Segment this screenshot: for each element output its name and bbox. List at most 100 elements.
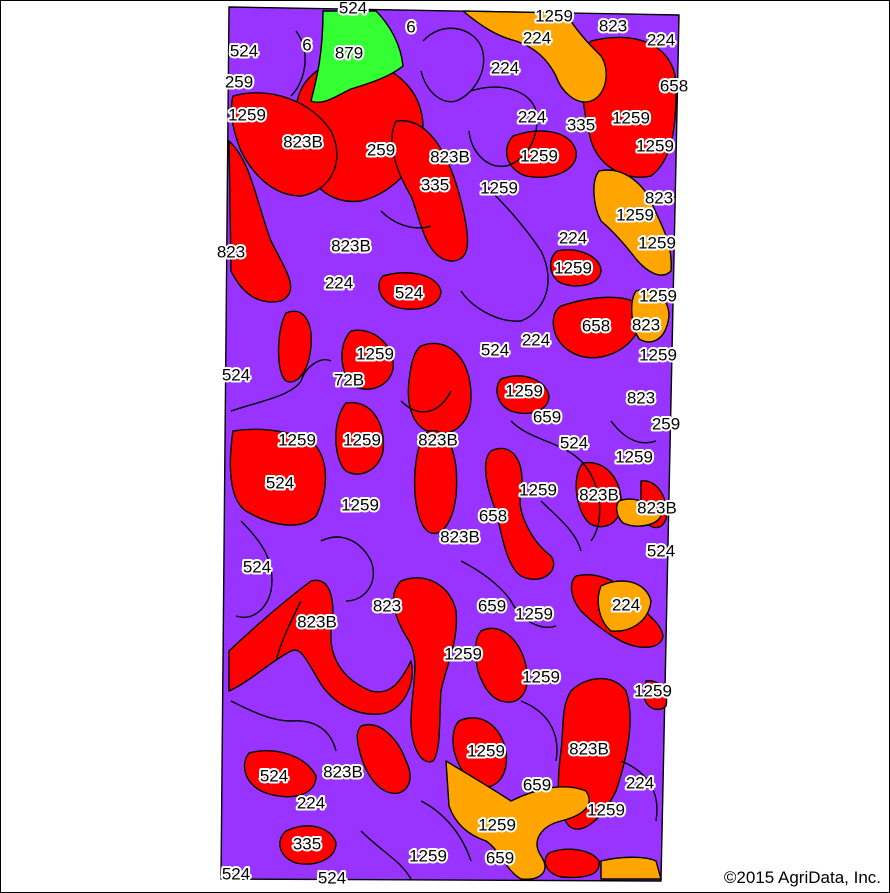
map-unit-label: 1259 xyxy=(587,800,625,819)
map-unit-polygon-green xyxy=(310,10,404,103)
map-unit-label: 524 xyxy=(318,868,346,887)
map-unit-polygon xyxy=(229,428,327,526)
map-unit-label: 1259 xyxy=(639,345,677,364)
map-unit-label: 1259 xyxy=(636,136,674,155)
map-unit-label: 224 xyxy=(297,793,325,812)
map-unit-label: 879 xyxy=(335,43,363,62)
map-unit-polygon xyxy=(279,825,337,865)
map-unit-polygon xyxy=(335,401,385,475)
map-unit-label: 1259 xyxy=(615,447,653,466)
map-unit-label: 1259 xyxy=(444,644,482,663)
map-unit-polygon xyxy=(550,249,602,287)
map-unit-label: 524 xyxy=(243,557,271,576)
map-unit-polygon xyxy=(378,272,442,310)
map-unit-label: 1259 xyxy=(228,105,266,124)
map-unit-label: 224 xyxy=(626,773,654,792)
unit-boundaries xyxy=(230,27,658,880)
map-unit-polygon xyxy=(600,856,662,880)
map-unit-polygon xyxy=(391,120,469,262)
map-unit-label: 1259 xyxy=(616,205,654,224)
map-unit-label: 335 xyxy=(567,115,595,134)
map-unit-label: 1259 xyxy=(505,381,543,400)
map-unit-label: 224 xyxy=(647,30,675,49)
map-unit-label: 1259 xyxy=(278,430,316,449)
map-unit-polygon xyxy=(615,498,662,527)
map-unit-label: 524 xyxy=(395,283,423,302)
map-unit-label: 6 xyxy=(406,17,415,36)
map-unit-label: 659 xyxy=(533,407,561,426)
map-unit-label: 259 xyxy=(367,140,395,159)
map-unit-label: 1259 xyxy=(478,815,516,834)
map-unit-label: 1259 xyxy=(612,108,650,127)
map-unit-polygon xyxy=(228,140,292,303)
map-unit-label: 823B xyxy=(569,739,609,758)
map-unit-polygon xyxy=(597,580,652,632)
red-map-units xyxy=(228,36,677,879)
map-unit-label: 224 xyxy=(523,28,551,47)
map-unit-label: 335 xyxy=(293,834,321,853)
map-unit-polygon xyxy=(277,310,312,383)
map-unit-label: 1259 xyxy=(409,846,447,865)
map-unit-label: 524 xyxy=(230,41,258,60)
map-unit-label: 1259 xyxy=(520,146,558,165)
map-unit-label: 1259 xyxy=(519,480,557,499)
map-unit-polygon xyxy=(392,577,458,763)
map-unit-label: 823B xyxy=(440,527,480,546)
map-unit-polygon xyxy=(593,169,672,276)
map-unit-polygon xyxy=(505,130,577,178)
map-unit-label: 659 xyxy=(478,596,506,615)
map-unit-label: 1259 xyxy=(554,258,592,277)
map-unit-polygon xyxy=(544,848,600,879)
map-unit-label: 1259 xyxy=(343,430,381,449)
copyright-notice: ©2015 AgriData, Inc. xyxy=(721,868,883,888)
map-unit-label: 823B xyxy=(297,612,337,631)
map-unit-label: 1259 xyxy=(467,741,505,760)
map-unit-label: 259 xyxy=(225,72,253,91)
map-unit-polygon xyxy=(484,447,555,580)
map-unit-label: 1259 xyxy=(515,604,553,623)
map-unit-polygon xyxy=(496,375,550,414)
map-unit-polygon xyxy=(228,579,413,715)
map-unit-label: 72B xyxy=(334,370,364,389)
orange-map-units xyxy=(445,10,672,880)
map-unit-polygon xyxy=(341,329,394,390)
map-unit-label: 6 xyxy=(302,35,311,54)
map-unit-polygon xyxy=(643,680,668,711)
map-unit-label: 823B xyxy=(331,236,371,255)
map-unit-label: 659 xyxy=(523,775,551,794)
map-unit-label: 524 xyxy=(222,365,250,384)
map-unit-label: 658 xyxy=(582,316,610,335)
map-unit-polygon xyxy=(462,10,607,103)
map-unit-label: 823B xyxy=(323,762,363,781)
map-unit-polygon xyxy=(552,296,643,359)
map-unit-label: 524 xyxy=(560,433,588,452)
map-unit-label: 1259 xyxy=(535,6,573,25)
map-unit-label: 823 xyxy=(599,16,627,35)
map-unit-label: 658 xyxy=(479,506,507,525)
map-unit-label: 1259 xyxy=(522,667,560,686)
map-unit-label: 823B xyxy=(430,147,470,166)
map-unit-label: 524 xyxy=(647,541,675,560)
map-unit-label: 823B xyxy=(283,132,323,151)
map-unit-label: 224 xyxy=(559,228,587,247)
map-unit-label: 823B xyxy=(418,430,458,449)
map-unit-label: 224 xyxy=(491,58,519,77)
map-unit-label: 524 xyxy=(266,473,294,492)
map-unit-label: 823 xyxy=(373,596,401,615)
map-unit-label: 823B xyxy=(579,485,619,504)
map-unit-polygon xyxy=(356,724,411,795)
map-unit-polygon xyxy=(445,760,590,880)
map-unit-label: 1259 xyxy=(356,344,394,363)
map-unit-polygon xyxy=(413,429,458,534)
map-unit-label: 1259 xyxy=(639,286,677,305)
map-unit-label: 259 xyxy=(652,414,680,433)
map-unit-label: 823B xyxy=(637,498,677,517)
map-unit-label: 224 xyxy=(522,330,550,349)
map-unit-label: 524 xyxy=(481,340,509,359)
map-unit-polygon xyxy=(230,92,338,197)
map-unit-polygon xyxy=(475,627,528,703)
map-unit-label: 823 xyxy=(645,188,673,207)
